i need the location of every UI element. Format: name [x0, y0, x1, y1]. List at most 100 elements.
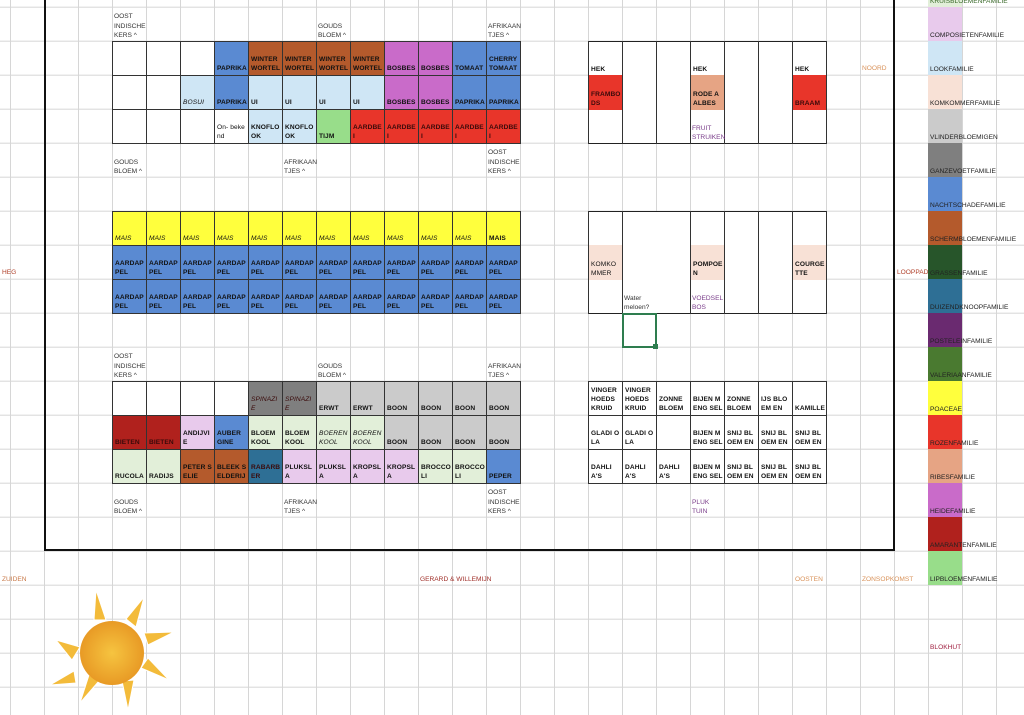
plant-cell[interactable]: HEK	[588, 40, 623, 76]
plant-cell[interactable]	[622, 40, 657, 76]
plant-cell[interactable]	[758, 244, 793, 280]
plant-cell[interactable]: BOON	[384, 414, 419, 450]
plant-cell[interactable]	[758, 74, 793, 110]
plant-cell[interactable]: SNIJ BLOEM EN	[758, 414, 793, 450]
plant-cell[interactable]: AARDBEI	[486, 108, 521, 144]
plant-cell[interactable]: On- bekend	[214, 108, 249, 144]
plant-cell[interactable]: KOMKOMMER	[588, 244, 623, 280]
plant-cell[interactable]: ZONNE BLOEM	[724, 380, 759, 416]
plant-cell[interactable]: BLEEK SELDERIJ	[214, 448, 249, 484]
plant-cell[interactable]: AARDAPPEL	[214, 244, 249, 280]
plant-cell[interactable]: BOSUI	[180, 74, 215, 110]
plant-cell[interactable]	[180, 40, 215, 76]
plant-cell[interactable]: BOEREN KOOL	[316, 414, 351, 450]
plant-cell[interactable]	[724, 278, 759, 314]
plant-cell[interactable]: BOEREN KOOL	[350, 414, 385, 450]
plant-cell[interactable]: GLADI OLA	[622, 414, 657, 450]
plant-cell[interactable]	[758, 40, 793, 76]
plant-cell[interactable]: AARDAPPEL	[282, 244, 317, 280]
plant-cell[interactable]: KNOFLOOK	[282, 108, 317, 144]
plant-cell[interactable]: MAIS	[282, 210, 317, 246]
plant-cell[interactable]	[758, 278, 793, 314]
plant-cell[interactable]	[724, 210, 759, 246]
plant-cell[interactable]	[112, 380, 147, 416]
plant-cell[interactable]: BOSBES	[384, 40, 419, 76]
plant-cell[interactable]: VINGER HOEDS KRUID	[588, 380, 623, 416]
plant-cell[interactable]: SNIJ BLOEM EN	[792, 414, 827, 450]
plant-cell[interactable]: ZONNE BLOEM	[656, 380, 691, 416]
plant-cell[interactable]	[622, 108, 657, 144]
plant-cell[interactable]: AARDAPPEL	[282, 278, 317, 314]
plant-cell[interactable]: BOSBES	[384, 74, 419, 110]
plant-cell[interactable]: MAIS	[384, 210, 419, 246]
plant-cell[interactable]: SNIJ BLOEM EN	[724, 414, 759, 450]
plant-cell[interactable]: BOON	[452, 414, 487, 450]
plant-cell[interactable]: AARDAPPEL	[180, 244, 215, 280]
plant-cell[interactable]: AARDAPPEL	[418, 278, 453, 314]
plant-cell[interactable]: BOON	[452, 380, 487, 416]
plant-cell[interactable]: PEPER	[486, 448, 521, 484]
plant-cell[interactable]: AARDAPPEL	[384, 244, 419, 280]
plant-cell[interactable]: AARDAPPEL	[350, 244, 385, 280]
plant-cell[interactable]: BOON	[418, 380, 453, 416]
plant-cell[interactable]	[588, 278, 623, 314]
plant-cell[interactable]: PAPRIKA	[214, 40, 249, 76]
plant-cell[interactable]: SPINAZIE	[282, 380, 317, 416]
plant-cell[interactable]: PAPRIKA	[486, 74, 521, 110]
plant-cell[interactable]: UI	[316, 74, 351, 110]
plant-cell[interactable]: ANDIJVIE	[180, 414, 215, 450]
plant-cell[interactable]: SPINAZIE	[248, 380, 283, 416]
plant-cell[interactable]	[622, 74, 657, 110]
plant-cell[interactable]	[180, 380, 215, 416]
plant-cell[interactable]: UI	[282, 74, 317, 110]
plant-cell[interactable]	[724, 40, 759, 76]
plant-cell[interactable]: AARDAPPEL	[316, 278, 351, 314]
plant-cell[interactable]: BLOEM KOOL	[248, 414, 283, 450]
plant-cell[interactable]: AARDAPPEL	[112, 278, 147, 314]
plant-cell[interactable]: SNIJ BLOEM EN	[758, 448, 793, 484]
plant-cell[interactable]	[112, 40, 147, 76]
plant-cell[interactable]: AARDAPPEL	[350, 278, 385, 314]
plant-cell[interactable]: AARDAPPEL	[384, 278, 419, 314]
plant-cell[interactable]: BOON	[486, 414, 521, 450]
plant-cell[interactable]: AARDAPPEL	[248, 244, 283, 280]
plant-cell[interactable]	[656, 40, 691, 76]
plant-cell[interactable]	[588, 108, 623, 144]
plant-cell[interactable]	[792, 108, 827, 144]
plant-cell[interactable]: KAMILLE	[792, 380, 827, 416]
plant-cell[interactable]: TIJM	[316, 108, 351, 144]
plant-cell[interactable]: FRAMBODS	[588, 74, 623, 110]
plant-cell[interactable]: AARDAPPEL	[146, 244, 181, 280]
plant-cell[interactable]: PAPRIKA	[452, 74, 487, 110]
plant-cell[interactable]: AARDBEI	[418, 108, 453, 144]
plant-cell[interactable]: KROPSLA	[350, 448, 385, 484]
plant-cell[interactable]: MAIS	[452, 210, 487, 246]
plant-cell[interactable]: RUCOLA	[112, 448, 147, 484]
plant-cell[interactable]: BOON	[486, 380, 521, 416]
plant-cell[interactable]: DAHLIA'S	[588, 448, 623, 484]
plant-cell[interactable]: AARDAPPEL	[486, 244, 521, 280]
plant-cell[interactable]: UI	[350, 74, 385, 110]
plant-cell[interactable]: BRAAM	[792, 74, 827, 110]
plant-cell[interactable]: PLUKSLA	[282, 448, 317, 484]
plant-cell[interactable]	[588, 210, 623, 246]
plant-cell[interactable]	[146, 40, 181, 76]
plant-cell[interactable]: MAIS	[316, 210, 351, 246]
plant-cell[interactable]	[146, 74, 181, 110]
plant-cell[interactable]: COURGETTE	[792, 244, 827, 280]
plant-cell[interactable]: AARDBEI	[452, 108, 487, 144]
plant-cell[interactable]: DAHLIA'S	[656, 448, 691, 484]
plant-cell[interactable]: AARDAPPEL	[452, 244, 487, 280]
plant-cell[interactable]: BROCCOLI	[452, 448, 487, 484]
plant-cell[interactable]: BOON	[418, 414, 453, 450]
plant-cell[interactable]: BIETEN	[146, 414, 181, 450]
plant-cell[interactable]	[112, 108, 147, 144]
plant-cell[interactable]	[112, 74, 147, 110]
plant-cell[interactable]: RODE AALBES	[690, 74, 725, 110]
selected-cell[interactable]	[622, 313, 657, 348]
plant-cell[interactable]: MAIS	[486, 210, 521, 246]
plant-cell[interactable]: AARDAPPEL	[146, 278, 181, 314]
plant-cell[interactable]	[146, 108, 181, 144]
plant-cell[interactable]	[214, 380, 249, 416]
plant-cell[interactable]: CHERRY TOMAAT	[486, 40, 521, 76]
